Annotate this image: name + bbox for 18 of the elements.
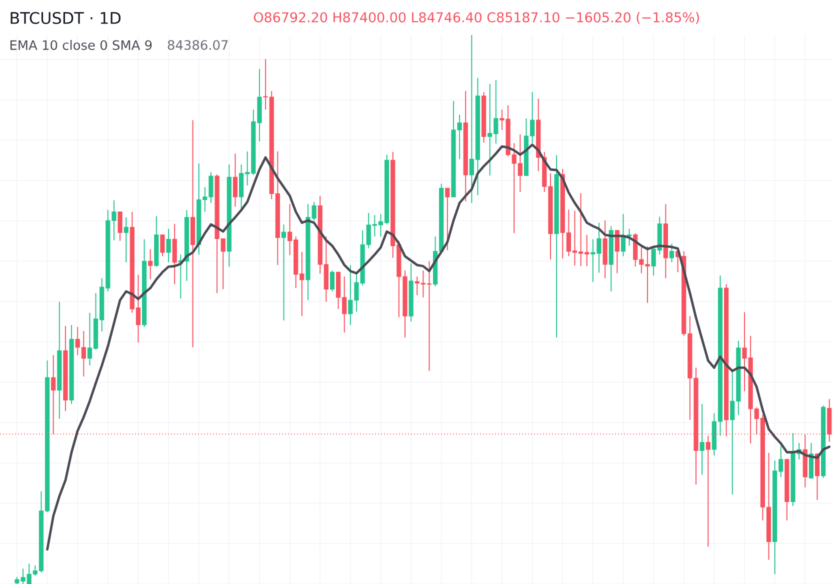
chart-title: BTCUSDT · 1D: [10, 12, 121, 24]
candlestick: [118, 211, 122, 242]
candlestick: [232, 153, 238, 208]
candlestick: [669, 243, 674, 263]
candlestick: [700, 403, 704, 476]
candlestick: [172, 223, 177, 285]
candlestick: [148, 248, 153, 280]
candlestick: [281, 224, 286, 321]
text: EMA 10 close 0 SMA 9: [10, 40, 152, 50]
candlestick: [627, 228, 632, 246]
chart-subtitle: O86792.20 H87400.00 L84746.40 C85187.10 −1605.20 (−1.85%): [254, 12, 699, 24]
candlestick: [124, 216, 128, 263]
candlestick: [330, 270, 335, 292]
candlestick: [190, 120, 196, 348]
candlestick: [166, 228, 171, 263]
candlestick: [160, 234, 165, 257]
candlestick: [445, 188, 450, 251]
annotation: 84386.07: [168, 40, 228, 50]
